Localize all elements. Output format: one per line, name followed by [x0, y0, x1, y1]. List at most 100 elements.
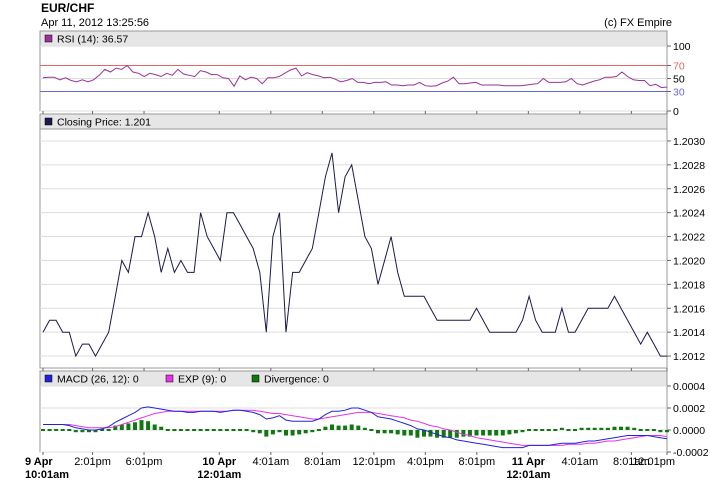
divergence-bar [205, 429, 210, 431]
divergence-bar [527, 429, 532, 431]
divergence-bar [513, 430, 518, 434]
divergence-bar [336, 425, 341, 430]
divergence-bar [238, 429, 243, 431]
divergence-bar [651, 429, 656, 431]
divergence-bar [87, 430, 91, 433]
y-tick-label: 1.2016 [673, 303, 705, 315]
y-tick-label: 0.0000 [673, 425, 705, 437]
divergence-bar [500, 430, 505, 436]
divergence-bar [159, 426, 164, 430]
divergence-bar [487, 430, 492, 436]
divergence-bar [297, 430, 302, 435]
divergence-bar [185, 429, 190, 431]
divergence-bar [507, 430, 512, 435]
divergence-bar [146, 421, 151, 430]
divergence-bar [428, 430, 433, 437]
divergence-bar [474, 430, 479, 436]
x-tick-label: 8:01pm [458, 456, 495, 468]
macd-legend: MACD (26, 12): 0 EXP (9): 0 Divergence: 0 [44, 374, 329, 386]
divergence-bar [408, 430, 413, 436]
divergence-bar [441, 430, 446, 438]
divergence-bar [448, 430, 453, 438]
divergence-bar [605, 427, 610, 430]
divergence-bar [579, 427, 584, 430]
divergence-bar [435, 430, 440, 438]
divergence-bar [152, 424, 157, 430]
x-tick-label: 8:01am [613, 456, 650, 468]
divergence-bar [658, 430, 663, 433]
y-tick-label: 1.2022 [673, 232, 705, 244]
divergence-bar [264, 430, 269, 437]
x-tick-label: 6:01pm [126, 456, 163, 468]
divergence-bar [343, 425, 348, 430]
divergence-bar [47, 429, 52, 431]
divergence-bar [599, 427, 604, 430]
rsi-reference-lines [40, 65, 667, 92]
macd-panel: MACD (26, 12): 0 EXP (9): 0 Divergence: 0 … [39, 370, 709, 459]
divergence-bar [559, 427, 564, 430]
divergence-bar [665, 430, 669, 433]
divergence-bar [356, 425, 361, 430]
divergence-legend-label: Divergence: 0 [264, 374, 329, 386]
divergence-bar [494, 430, 499, 436]
divergence-bar [211, 429, 216, 431]
divergence-bar [632, 427, 637, 430]
macd-legend-label: MACD (26, 12): 0 [57, 374, 139, 386]
divergence-bar [192, 429, 197, 431]
divergence-bar [461, 430, 466, 437]
rsi-legend-label: RSI (14): 36.57 [57, 34, 128, 46]
divergence-bar [612, 426, 617, 430]
divergence-bar [106, 429, 111, 431]
divergence-bar [330, 424, 334, 430]
y-tick-label: 30 [673, 87, 685, 99]
x-tick-label: 12:01pm [632, 456, 675, 468]
divergence-bar [93, 430, 98, 433]
copyright-label: (c) FX Empire [604, 17, 672, 29]
rsi-panel-header [39, 30, 668, 47]
price-y-ticks: 1.2030 1.2028 1.2026 1.2024 1.2022 1.2020 1.20… [667, 136, 705, 363]
x-tick-label: 4:01am [561, 456, 598, 468]
divergence-bar [415, 430, 420, 438]
divergence-bar [113, 425, 118, 430]
macd-y-ticks: 0.0004 0.0002 0.0000 -0.0002 [667, 381, 709, 459]
divergence-bar [382, 430, 387, 434]
divergence-bar [625, 426, 630, 430]
price-grid [40, 140, 667, 357]
chart-datetime: Apr 11, 2012 13:25:56 [41, 17, 150, 29]
price-series-line [42, 152, 667, 358]
divergence-bar [303, 430, 308, 434]
divergence-bar [60, 429, 65, 431]
divergence-bar [467, 430, 472, 437]
divergence-bar [481, 430, 486, 436]
divergence-bar [316, 429, 321, 431]
divergence-bar [454, 430, 459, 438]
divergence-bar [323, 426, 328, 430]
divergence-bar [172, 429, 177, 431]
divergence-bar [73, 430, 78, 433]
y-tick-label: 0 [673, 106, 679, 118]
y-tick-label: 70 [673, 61, 685, 73]
divergence-bar [369, 429, 374, 431]
macd-series-line [43, 406, 668, 449]
rsi-legend-swatch [44, 34, 53, 43]
price-plot-area [39, 128, 668, 369]
x-tick-label: 9 Apr [25, 456, 53, 468]
y-tick-label: 0.0004 [673, 381, 705, 393]
divergence-bar [100, 429, 105, 431]
x-tick-sublabel: 12:01am [197, 469, 241, 481]
y-tick-label: 1.2012 [673, 351, 705, 363]
macd-plot-area [39, 385, 668, 453]
divergence-bar [80, 430, 85, 433]
divergence-bar [178, 429, 183, 431]
price-panel: Closing Price: 1.201 1.20301.20281.20261… [39, 113, 705, 369]
divergence-bar [422, 430, 426, 437]
divergence-bar [520, 430, 525, 433]
divergence-bar [67, 429, 72, 431]
y-tick-label: 1.2018 [673, 279, 705, 291]
rsi-panel: RSI (14): 36.57 100 50 0 70 30 [39, 30, 691, 118]
divergence-bar [270, 430, 275, 435]
y-tick-label: 1.2024 [673, 208, 705, 220]
y-tick-label: 1.2030 [673, 136, 705, 148]
divergence-bar [586, 427, 591, 430]
y-tick-label: 50 [673, 74, 685, 86]
